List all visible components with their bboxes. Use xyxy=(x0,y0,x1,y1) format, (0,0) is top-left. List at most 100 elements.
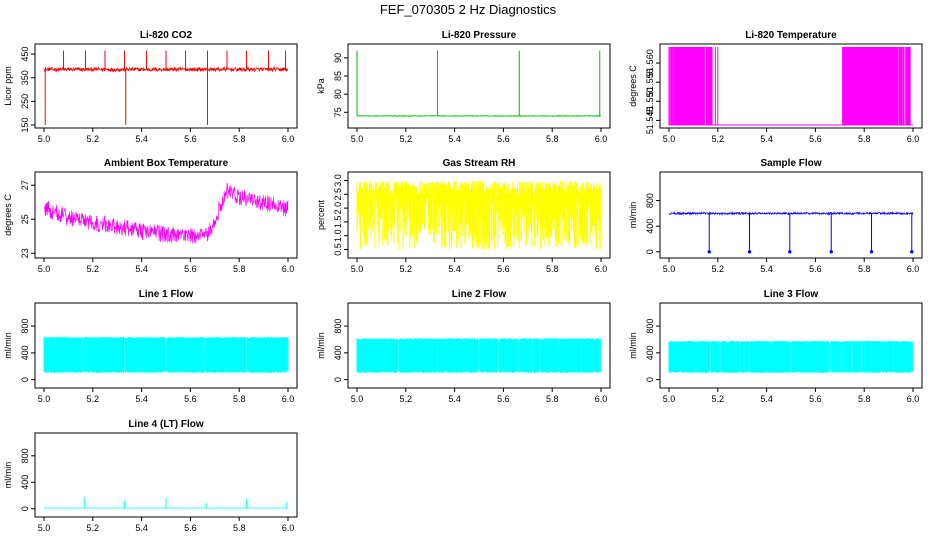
x-tick-label: 5.4 xyxy=(760,394,773,404)
x-tick-label: 6.0 xyxy=(595,134,608,144)
chart-title: Line 1 Flow xyxy=(139,289,194,300)
y-tick-label: 85 xyxy=(333,71,343,81)
drop-point xyxy=(788,250,792,254)
y-tick-label: 0 xyxy=(333,377,343,382)
series-toggles xyxy=(668,47,913,126)
y-axis-label: degrees C xyxy=(3,194,13,236)
series-line xyxy=(43,336,289,373)
plot-frame xyxy=(34,43,298,129)
x-tick-label: 5.0 xyxy=(663,264,676,274)
x-tick-label: 5.6 xyxy=(809,394,822,404)
x-tick-label: 5.2 xyxy=(400,264,413,274)
x-tick-label: 5.8 xyxy=(858,394,871,404)
series-line xyxy=(356,338,602,373)
series-path xyxy=(668,211,914,216)
x-tick-label: 6.0 xyxy=(595,264,608,274)
y-axis-label: ml/min xyxy=(628,332,638,359)
y-tick-label: 250 xyxy=(20,94,30,109)
series-line xyxy=(668,211,914,254)
x-tick-label: 6.0 xyxy=(282,523,295,533)
y-tick-label: 80 xyxy=(333,89,343,99)
x-tick-label: 5.6 xyxy=(497,394,510,404)
x-tick-label: 5.4 xyxy=(760,264,773,274)
x-tick-label: 5.0 xyxy=(38,264,51,274)
y-axis-label: percent xyxy=(316,199,326,230)
y-tick-label: 2.0 xyxy=(333,202,343,215)
x-tick-label: 5.2 xyxy=(400,134,413,144)
x-tick-label: 5.6 xyxy=(497,264,510,274)
y-tick-label: 350 xyxy=(20,70,30,85)
y-axis-label: ml/min xyxy=(3,332,13,359)
x-tick-label: 6.0 xyxy=(907,264,920,274)
chart-title: Gas Stream RH xyxy=(443,158,516,169)
y-tick-label: 400 xyxy=(20,345,30,360)
y-tick-label: 150 xyxy=(20,117,30,132)
series-line xyxy=(43,182,289,244)
chart-title: Line 4 (LT) Flow xyxy=(128,419,204,430)
chart-panel-3: Li-820 Temperature degrees C 5.0 5.2 5.4 5.6 5… xyxy=(628,30,923,144)
y-tick-label: 400 xyxy=(645,345,655,360)
x-tick-label: 5.0 xyxy=(351,264,364,274)
series-line xyxy=(356,180,602,250)
y-tick-label: 0 xyxy=(20,377,30,382)
x-tick-label: 6.0 xyxy=(907,134,920,144)
y-tick-label: 0.5 xyxy=(333,243,343,256)
x-tick-label: 6.0 xyxy=(282,134,295,144)
x-tick-label: 5.6 xyxy=(184,134,197,144)
y-tick-label: 800 xyxy=(333,319,343,334)
x-tick-label: 5.2 xyxy=(87,394,100,404)
series-band xyxy=(668,340,914,373)
y-tick-label: 1.0 xyxy=(333,229,343,242)
x-tick-label: 5.0 xyxy=(351,134,364,144)
y-tick-label: 800 xyxy=(645,319,655,334)
y-tick-label: 51.545 xyxy=(645,107,655,135)
y-tick-label: 800 xyxy=(645,193,655,208)
y-tick-label: 0 xyxy=(645,377,655,382)
plot-frame xyxy=(34,302,298,389)
chart-panel-9: Line 3 Flow ml/min 5.0 5.2 5.4 5.6 5.8 6.0 0 400 8… xyxy=(628,289,923,404)
series-line xyxy=(356,50,602,118)
y-tick-label: 51.560 xyxy=(645,49,655,77)
drop-point xyxy=(869,250,874,254)
y-tick-label: 2.5 xyxy=(333,188,343,201)
x-tick-label: 5.0 xyxy=(38,394,51,404)
plot-frame xyxy=(659,43,923,129)
y-tick-label: 400 xyxy=(20,475,30,490)
x-tick-label: 5.2 xyxy=(400,394,413,404)
plot-frame xyxy=(347,171,611,259)
y-tick-label: 0 xyxy=(20,506,30,511)
y-tick-label: 400 xyxy=(333,345,343,360)
chart-panel-2: Li-820 Pressure kPa 5.0 5.2 5.4 5.6 5.8 6.0 75 80… xyxy=(316,30,611,144)
chart-panel-10: Line 4 (LT) Flow ml/min 5.0 5.2 5.4 5.6 5.8 6.0… xyxy=(3,419,298,533)
page-title: FEF_070305 2 Hz Diagnostics xyxy=(379,2,557,17)
y-tick-label: 75 xyxy=(333,107,343,117)
drop-point xyxy=(747,250,752,254)
plot-frame xyxy=(34,432,298,518)
drop-point xyxy=(707,250,711,254)
x-tick-label: 5.6 xyxy=(809,264,822,274)
chart-panel-4: Ambient Box Temperature degrees C 5.0 5.2 5.… xyxy=(3,158,298,274)
y-tick-label: 23 xyxy=(20,248,30,258)
x-tick-label: 5.2 xyxy=(87,134,100,144)
x-tick-label: 5.8 xyxy=(858,264,871,274)
y-tick-label: 450 xyxy=(20,47,30,62)
x-tick-label: 5.8 xyxy=(546,134,559,144)
x-tick-label: 5.2 xyxy=(87,264,100,274)
y-tick-label: 3.0 xyxy=(333,174,343,187)
x-tick-label: 5.2 xyxy=(712,264,725,274)
x-tick-label: 6.0 xyxy=(282,394,295,404)
chart-panel-6: Sample Flow ml/min 5.0 5.2 5.4 5.6 5.8 6.0 0 400 8… xyxy=(628,158,923,274)
y-tick-label: 25 xyxy=(20,214,30,224)
x-tick-label: 5.0 xyxy=(38,523,51,533)
y-tick-label: 27 xyxy=(20,180,30,190)
plot-frame xyxy=(659,171,923,259)
x-tick-label: 5.0 xyxy=(663,134,676,144)
x-tick-label: 5.4 xyxy=(135,523,148,533)
y-tick-label: 1.5 xyxy=(333,216,343,229)
x-tick-label: 5.4 xyxy=(448,394,461,404)
chart-title: Line 3 Flow xyxy=(764,289,819,300)
y-tick-label: 800 xyxy=(20,319,30,334)
y-tick-label: 51.550 xyxy=(645,88,655,116)
series-line xyxy=(668,340,914,373)
